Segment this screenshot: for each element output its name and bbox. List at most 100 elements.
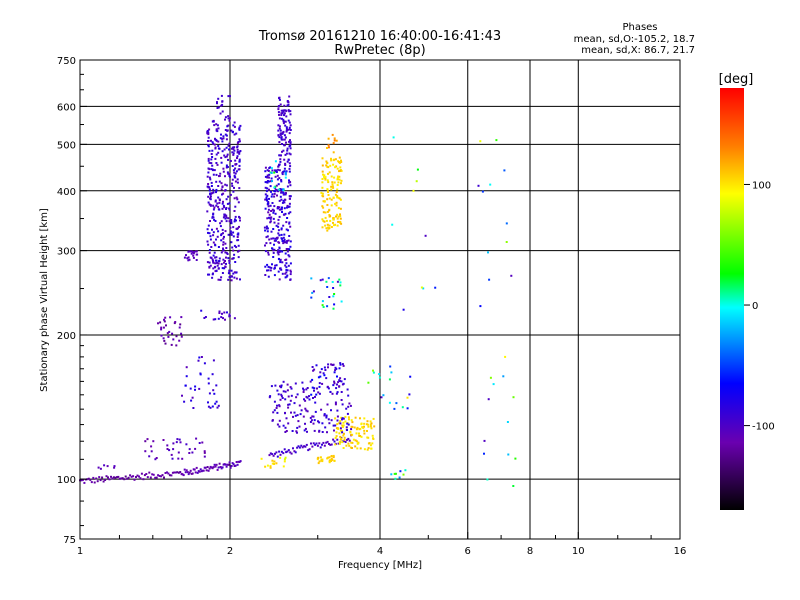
data-point [363, 448, 366, 451]
data-point [227, 158, 229, 161]
data-point [335, 139, 338, 142]
data-point [341, 431, 344, 434]
data-point [284, 193, 287, 196]
data-point [267, 253, 270, 256]
data-point [267, 205, 270, 208]
data-point [212, 231, 215, 234]
data-point [336, 427, 339, 430]
data-point [320, 408, 323, 411]
data-point [315, 364, 318, 367]
data-point [238, 127, 241, 130]
data-point [326, 161, 329, 164]
data-point [232, 124, 235, 127]
data-point [228, 172, 231, 175]
data-point [338, 161, 340, 163]
data-point [282, 118, 285, 121]
grid-lines [80, 60, 680, 539]
data-point [220, 94, 223, 97]
data-point [161, 474, 164, 477]
data-point [93, 481, 96, 484]
data-point [315, 442, 318, 445]
data-point [337, 181, 340, 184]
data-point [231, 146, 234, 149]
data-point [356, 426, 359, 429]
data-point [283, 233, 286, 236]
data-point [160, 328, 163, 331]
data-point [313, 389, 315, 392]
data-point [283, 104, 286, 107]
data-point [226, 125, 229, 128]
data-point [221, 272, 224, 274]
data-point [238, 168, 241, 171]
data-point [231, 246, 234, 249]
data-point [332, 307, 335, 310]
data-point [277, 108, 280, 111]
data-point [271, 459, 274, 462]
data-point [223, 261, 225, 264]
data-point [279, 453, 282, 456]
data-point [206, 132, 209, 135]
data-point [224, 118, 226, 121]
data-point [183, 256, 186, 259]
data-point [514, 457, 517, 460]
data-point [265, 236, 268, 239]
data-point [285, 269, 288, 271]
data-point [271, 208, 274, 211]
data-point [327, 363, 330, 366]
data-point [233, 244, 236, 247]
data-point [274, 175, 277, 178]
data-point [279, 258, 282, 261]
data-point [320, 191, 323, 194]
data-point [347, 423, 350, 426]
data-point [347, 405, 350, 408]
data-point [306, 430, 308, 433]
data-point [144, 440, 147, 443]
data-point [286, 129, 289, 131]
data-point [330, 443, 333, 446]
data-point [232, 249, 235, 252]
data-point [276, 404, 278, 407]
data-point [327, 146, 330, 149]
data-point [272, 411, 275, 414]
data-point [279, 385, 281, 388]
data-point [363, 429, 366, 432]
data-point [359, 417, 361, 420]
data-point [283, 460, 286, 463]
data-point [341, 403, 344, 406]
data-point [223, 267, 226, 270]
data-point [346, 429, 348, 431]
data-point [270, 172, 273, 174]
data-point [213, 143, 216, 146]
data-point [123, 478, 126, 481]
data-point [146, 438, 149, 441]
data-point [380, 396, 383, 399]
data-point [285, 221, 288, 224]
data-point [363, 425, 365, 428]
data-point [267, 269, 270, 272]
data-point [321, 181, 324, 184]
data-point [415, 180, 418, 183]
data-point [363, 432, 366, 435]
data-point [193, 468, 196, 471]
data-point [280, 268, 283, 271]
data-point [133, 478, 136, 481]
data-point [409, 375, 412, 378]
data-point [238, 249, 241, 252]
data-point [290, 452, 293, 455]
data-point [211, 192, 214, 195]
data-point [322, 200, 325, 203]
data-point [345, 407, 348, 410]
data-point [223, 189, 226, 192]
data-point [187, 473, 190, 476]
data-point [329, 390, 332, 393]
data-point [177, 457, 180, 460]
data-point [330, 198, 333, 201]
data-point [288, 126, 291, 129]
data-point [209, 178, 212, 181]
data-point [283, 207, 286, 210]
data-point [276, 411, 279, 414]
data-point [334, 366, 337, 369]
data-point [278, 154, 281, 157]
colorbar-tick-label: -100 [752, 422, 775, 433]
data-point [322, 195, 325, 198]
